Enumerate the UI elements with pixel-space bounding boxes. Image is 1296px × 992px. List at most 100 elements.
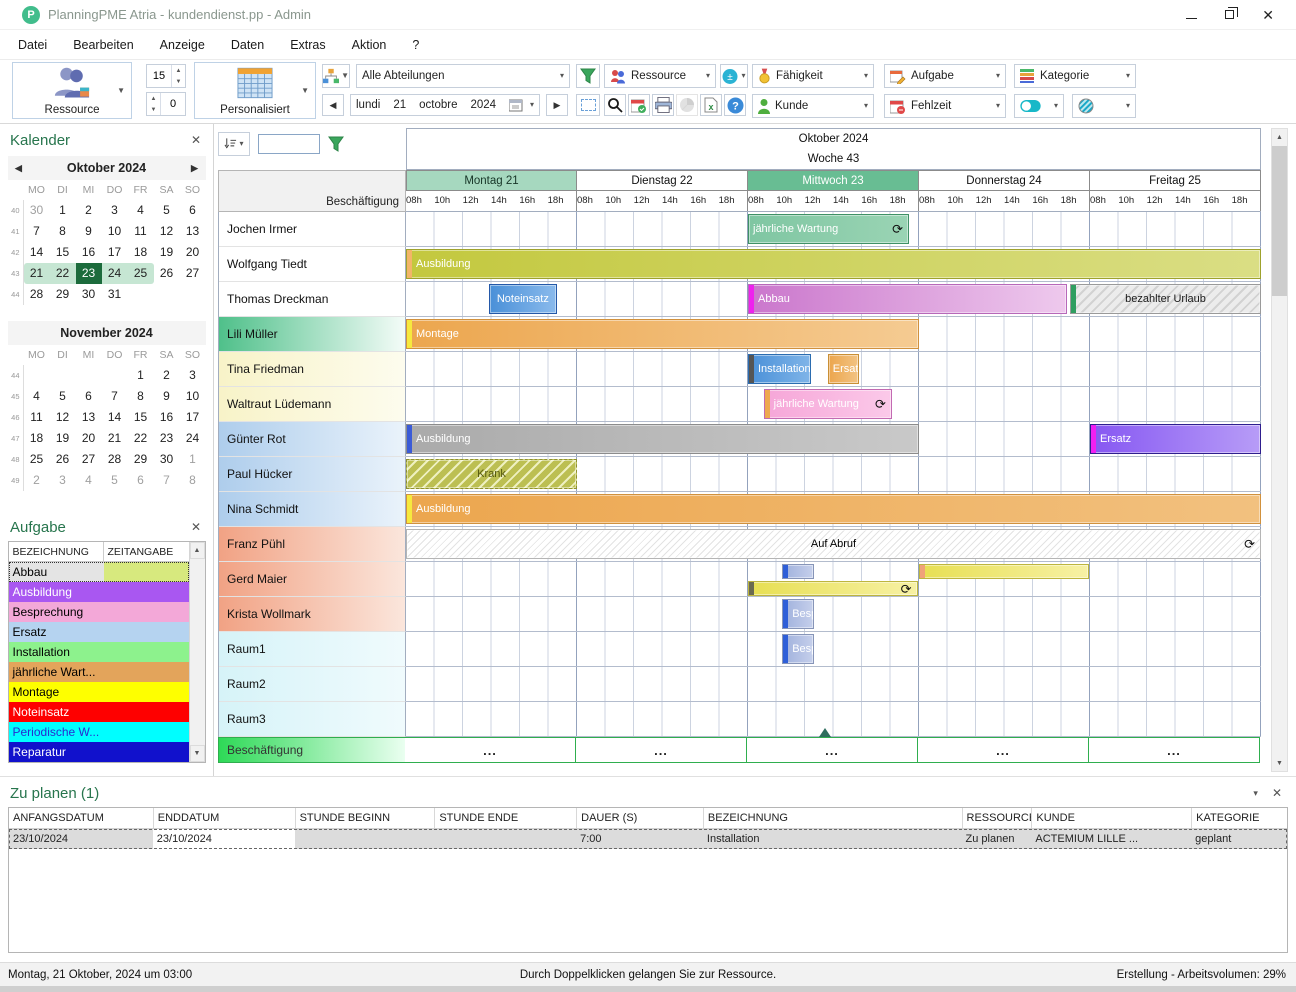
offset-spinner[interactable]: ▲ ▼ 0 bbox=[146, 92, 186, 116]
spin-up-icon[interactable]: ▲ bbox=[175, 67, 182, 74]
calendar-day-cell[interactable]: 3 bbox=[189, 368, 196, 382]
to-plan-col-8[interactable]: KATEGORIE bbox=[1191, 808, 1287, 828]
day-header[interactable]: Dienstag 22 bbox=[577, 170, 748, 191]
resource-name[interactable]: Thomas Dreckman bbox=[219, 282, 406, 317]
department-hierarchy-button[interactable]: ▼ bbox=[322, 64, 350, 88]
schedule-task-bar[interactable]: jährliche Wartung ⟳ bbox=[763, 389, 892, 419]
calendar-day-cell[interactable]: 6 bbox=[85, 389, 92, 403]
calendar-day-cell[interactable]: 4 bbox=[33, 389, 40, 403]
calendar-day-cell[interactable]: 24 bbox=[185, 431, 200, 445]
menu-item-extras[interactable]: Extras bbox=[290, 37, 326, 52]
print-button[interactable] bbox=[652, 94, 674, 116]
calendar-day-cell[interactable]: 27 bbox=[81, 452, 96, 466]
resource-name[interactable]: Gerd Maier bbox=[219, 562, 406, 597]
spin-up-icon[interactable]: ▲ bbox=[150, 95, 157, 102]
calendar-day-cell[interactable]: 7 bbox=[111, 389, 118, 403]
to-plan-col-5[interactable]: BEZEICHNUNG bbox=[702, 808, 962, 828]
close-icon[interactable]: ✕ bbox=[190, 133, 201, 147]
task-row[interactable]: Reparatur bbox=[8, 742, 189, 762]
occupation-cell[interactable]: ... bbox=[405, 737, 576, 763]
task-scrollbar[interactable]: ▲ ▼ bbox=[188, 542, 205, 762]
schedule-task-bar[interactable]: Krank bbox=[406, 459, 577, 489]
calendar-day-cell[interactable]: 4 bbox=[137, 203, 144, 217]
occupation-cell[interactable]: ... bbox=[576, 737, 747, 763]
task-row[interactable]: Noteinsatz bbox=[8, 702, 189, 722]
to-plan-col-1[interactable]: ENDDATUM bbox=[152, 808, 295, 828]
category-filter-select[interactable]: Kategorie ▾ bbox=[1014, 64, 1136, 88]
to-plan-row[interactable]: 23/10/2024 23/10/2024 7:00 Installation Zu p… bbox=[9, 829, 1287, 849]
search-button[interactable] bbox=[604, 94, 626, 116]
calendar-day-cell[interactable]: 1 bbox=[137, 368, 144, 382]
calendar-day-cell[interactable]: 10 bbox=[107, 224, 122, 238]
resource-track[interactable]: Montage bbox=[406, 317, 1261, 352]
filter-button[interactable] bbox=[576, 64, 600, 88]
schedule-task-bar[interactable]: Installation bbox=[748, 354, 811, 384]
day-header[interactable]: Mittwoch 23 bbox=[748, 170, 919, 191]
departments-select[interactable]: Alle Abteilungen ▾ bbox=[356, 64, 570, 88]
menu-item-[interactable]: ? bbox=[412, 37, 420, 52]
resource-name[interactable]: Krista Wollmark bbox=[219, 597, 406, 632]
sort-button[interactable]: ▾ bbox=[218, 132, 250, 156]
resource-name[interactable]: Raum1 bbox=[219, 632, 406, 667]
to-plan-col-6[interactable]: RESSOURCE bbox=[961, 808, 1031, 828]
calendar-day-cell[interactable]: 9 bbox=[85, 224, 92, 238]
resource-filter-select[interactable]: Ressource ▾ bbox=[604, 64, 716, 88]
calendar-day-cell[interactable]: 7 bbox=[163, 473, 170, 487]
to-plan-col-2[interactable]: STUNDE BEGINN bbox=[294, 808, 435, 828]
calendar-day-cell[interactable]: 17 bbox=[185, 410, 200, 424]
resource-name[interactable]: Paul Hücker bbox=[219, 457, 406, 492]
calendar-day-cell[interactable]: 22 bbox=[49, 263, 76, 284]
calendar-day-cell[interactable]: 27 bbox=[185, 266, 200, 280]
calendar-day-cell[interactable]: 21 bbox=[107, 431, 122, 445]
calendar-day-cell[interactable]: 25 bbox=[127, 263, 154, 284]
resource-name[interactable]: Jochen Irmer bbox=[219, 212, 406, 247]
task-row[interactable]: jährliche Wart... bbox=[8, 662, 189, 682]
task-row[interactable]: Installation bbox=[8, 642, 189, 662]
resource-track[interactable]: Besprechung bbox=[406, 632, 1261, 667]
calendar-day-cell[interactable]: 28 bbox=[29, 287, 44, 301]
day-header[interactable]: Donnerstag 24 bbox=[919, 170, 1090, 191]
next-period-button[interactable]: ▶ bbox=[546, 94, 568, 116]
schedule-task-bar[interactable]: jährliche Wartung ⟳ bbox=[748, 214, 910, 244]
absence-filter-select[interactable]: Fehlzeit ▾ bbox=[884, 94, 1006, 118]
calendar-day-cell[interactable]: 28 bbox=[107, 452, 122, 466]
plus-minus-button[interactable]: ± ▾ bbox=[720, 64, 748, 88]
close-icon[interactable]: ✕ bbox=[1271, 786, 1282, 800]
occupation-cell[interactable]: ... bbox=[747, 737, 918, 763]
calendar-day-cell[interactable]: 15 bbox=[55, 245, 70, 259]
calendar-day-cell[interactable]: 5 bbox=[163, 203, 170, 217]
resource-track[interactable]: Krank bbox=[406, 457, 1261, 492]
schedule-task-bar[interactable]: Auf Abruf ⟳ bbox=[406, 529, 1261, 559]
resource-name[interactable]: Franz Pühl bbox=[219, 527, 406, 562]
calendar-day-cell[interactable]: 13 bbox=[185, 224, 200, 238]
scroll-up-icon[interactable]: ▲ bbox=[189, 542, 205, 559]
customer-filter-select[interactable]: Kunde ▾ bbox=[752, 94, 874, 118]
skill-filter-select[interactable]: Fähigkeit ▾ bbox=[752, 64, 874, 88]
vertical-scrollbar[interactable]: ▲ ▼ bbox=[1271, 128, 1288, 772]
schedule-task-bar[interactable]: Besprechung bbox=[782, 634, 814, 664]
to-plan-col-4[interactable]: DAUER (S) bbox=[576, 808, 703, 828]
calendar-day-cell[interactable]: 3 bbox=[111, 203, 118, 217]
calendar-day-cell[interactable]: 18 bbox=[133, 245, 148, 259]
task-col-zeitangabe[interactable]: ZEITANGABE bbox=[107, 546, 174, 558]
schedule-task-bar[interactable]: Ausbildung bbox=[406, 424, 919, 454]
menu-item-daten[interactable]: Daten bbox=[230, 37, 265, 52]
task-row[interactable]: Periodische W... bbox=[8, 722, 189, 742]
calendar-day-cell[interactable]: 8 bbox=[137, 389, 144, 403]
calendar-day-cell[interactable]: 29 bbox=[133, 452, 148, 466]
calendar-day-cell[interactable]: 26 bbox=[55, 452, 70, 466]
day-header[interactable]: Freitag 25 bbox=[1090, 170, 1261, 191]
resource-name[interactable]: Raum3 bbox=[219, 702, 406, 737]
task-row[interactable]: Montage bbox=[8, 682, 189, 702]
restore-button[interactable] bbox=[1225, 7, 1239, 19]
schedule-task-bar[interactable] bbox=[919, 564, 1089, 579]
calendar-day-cell[interactable]: 18 bbox=[29, 431, 44, 445]
collapse-icon[interactable]: ▾ bbox=[1253, 787, 1258, 798]
to-plan-col-0[interactable]: ANFANGSDATUM bbox=[13, 812, 104, 824]
calendar-day-cell[interactable]: 25 bbox=[29, 452, 44, 466]
help-button[interactable]: ? bbox=[724, 94, 746, 116]
task-row[interactable]: Besprechung bbox=[8, 602, 189, 622]
calendar-day-cell[interactable]: 2 bbox=[33, 473, 40, 487]
resource-track[interactable]: Noteinsatz Abbau bezahlter Urlaub bbox=[406, 282, 1261, 317]
previous-period-button[interactable]: ◀ bbox=[322, 94, 344, 116]
